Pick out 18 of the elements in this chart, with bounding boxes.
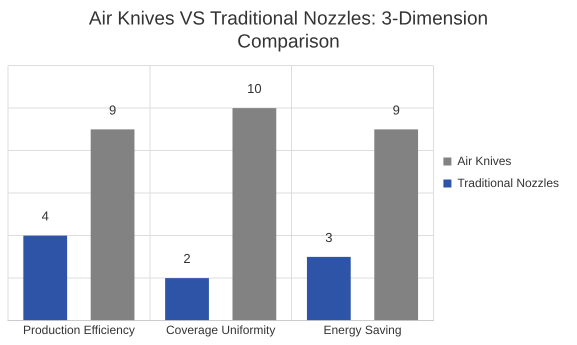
x-tick-label: Production Efficiency [22, 323, 135, 338]
legend-label: Air Knives [457, 154, 512, 168]
x-tick-label: Energy Saving [323, 323, 402, 338]
bar [374, 129, 418, 320]
bar [90, 129, 134, 320]
data-label: 10 [247, 81, 262, 96]
data-label: 9 [392, 102, 400, 118]
bar [23, 236, 68, 320]
chart-title: Air Knives VS Traditional Nozzles: 3-Dimension Comparison [88, 8, 488, 52]
data-label: 4 [42, 208, 49, 224]
data-label: 2 [183, 251, 191, 266]
x-tick-label: Coverage Uniformity [166, 323, 276, 338]
data-label: 9 [108, 102, 116, 118]
legend-label: Traditional Nozzles [457, 176, 560, 190]
bar [306, 256, 351, 320]
bar [232, 108, 276, 320]
bar [165, 278, 209, 320]
data-label: 3 [325, 230, 332, 245]
